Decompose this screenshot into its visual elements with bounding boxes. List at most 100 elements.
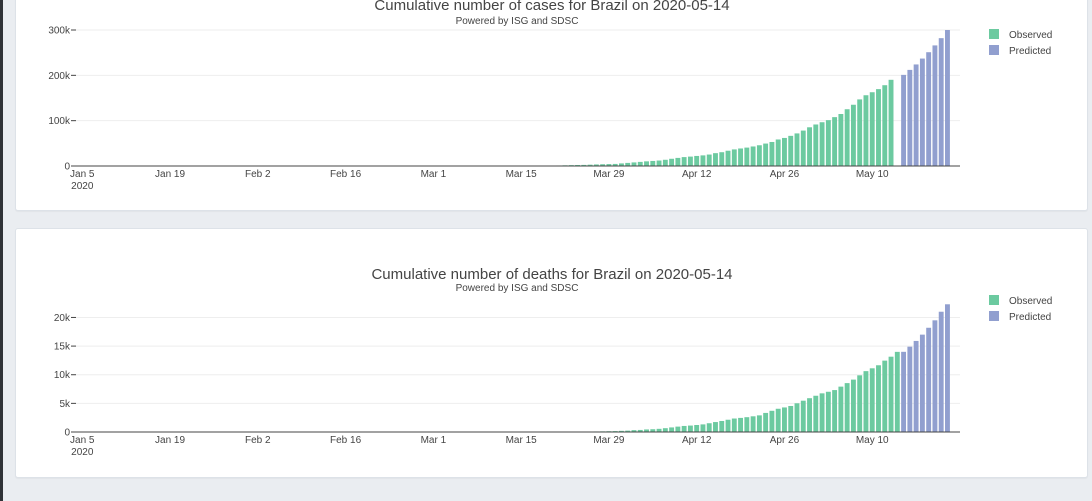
bar-predicted [901,74,907,166]
legend-label-predicted: Predicted [1009,312,1051,323]
bar-predicted [901,351,907,432]
x-tick-label: Mar 29 [593,435,625,446]
bar-observed [882,360,888,432]
y-tick-label: 300k [48,26,71,37]
x-tick-label: Mar 1 [421,169,447,180]
bar-predicted [938,38,944,166]
bar-observed [863,371,869,432]
bar-observed [838,114,844,166]
bar-observed [850,379,856,432]
x-tick-label: Mar 15 [506,169,538,180]
legend-swatch-predicted [989,45,999,55]
x-tick-label: Apr 26 [770,435,800,446]
bar-observed [844,383,850,432]
bar-observed [625,162,631,166]
bar-predicted [907,346,913,432]
bar-observed [669,158,675,166]
bar-observed [775,408,781,432]
bar-observed [744,417,750,432]
bar-observed [694,425,700,432]
y-tick-label: 5k [59,399,71,410]
bar-predicted [938,311,944,432]
bar-observed [863,95,869,166]
chart-title: Cumulative number of cases for Brazil on… [374,0,729,14]
bar-observed [656,428,662,432]
bar-observed [719,152,725,166]
x-tick-label: Feb 16 [330,169,362,180]
bar-observed [800,400,806,432]
bar-observed [644,429,649,432]
legend-swatch-observed [989,29,999,39]
bar-observed [819,122,825,166]
bar-observed [888,356,894,432]
cases-chart-card: Cumulative number of cases for Brazil on… [15,0,1088,211]
bar-observed [713,422,718,432]
bar-observed [731,418,737,432]
bar-observed [794,403,800,432]
x-tick-label: Apr 12 [682,435,712,446]
bar-observed [807,398,812,432]
bar-predicted [926,52,932,166]
x-tick-label: Feb 16 [330,435,362,446]
bar-observed [675,426,681,432]
bar-observed [619,163,624,166]
bar-observed [788,405,794,432]
y-tick-label: 200k [48,71,71,82]
x-tick-label: Jan 5 [70,435,95,446]
y-tick-label: 15k [54,342,71,353]
cases-chart: Cumulative number of cases for Brazil on… [48,0,1052,192]
bar-observed [788,135,794,166]
bar-observed [857,375,863,432]
bar-observed [869,368,875,432]
bar-observed [706,154,712,166]
bar-observed [782,407,787,432]
y-tick-label: 10k [54,370,71,381]
x-tick-label: Mar 29 [593,169,625,180]
bar-observed [763,143,769,166]
bar-observed [700,424,706,432]
bar-observed [694,155,700,166]
bar-observed [857,99,863,166]
bar-observed [644,161,649,166]
bar-observed [876,365,881,432]
x-tick-label: May 10 [856,435,889,446]
bar-observed [763,412,769,432]
bar-observed [587,164,593,166]
x-tick-label: Jan 19 [155,169,185,180]
legend-label-observed: Observed [1009,30,1052,41]
bar-observed [775,139,781,166]
bar-observed [656,160,662,166]
chart-subtitle: Powered by ISG and SDSC [456,283,579,294]
bar-observed [681,157,687,166]
bar-observed [619,430,624,432]
bar-observed [750,146,756,166]
bar-observed [813,124,819,166]
bar-observed [593,164,599,166]
bar-observed [662,428,668,432]
bar-observed [700,155,706,166]
x-tick-label: Apr 12 [682,169,712,180]
bar-observed [876,89,881,166]
bar-observed [869,92,875,166]
bar-observed [625,430,631,432]
bar-observed [882,85,888,166]
x-tick-label: Jan 19 [155,435,185,446]
bar-observed [888,79,894,166]
bar-observed [894,351,900,432]
bar-predicted [913,64,919,166]
bar-observed [650,160,656,166]
x-year-label: 2020 [71,181,94,192]
bar-predicted [945,304,950,432]
bar-observed [769,141,775,166]
bar-observed [687,156,693,166]
bar-observed [662,159,668,166]
bar-observed [782,137,787,166]
bar-observed [825,120,831,166]
bar-predicted [932,45,938,166]
y-tick-label: 0 [64,428,70,439]
bar-observed [813,395,819,432]
bar-predicted [913,340,919,432]
bar-observed [738,148,744,166]
bar-observed [832,390,838,432]
deaths-chart-card: Cumulative number of deaths for Brazil o… [15,228,1088,478]
